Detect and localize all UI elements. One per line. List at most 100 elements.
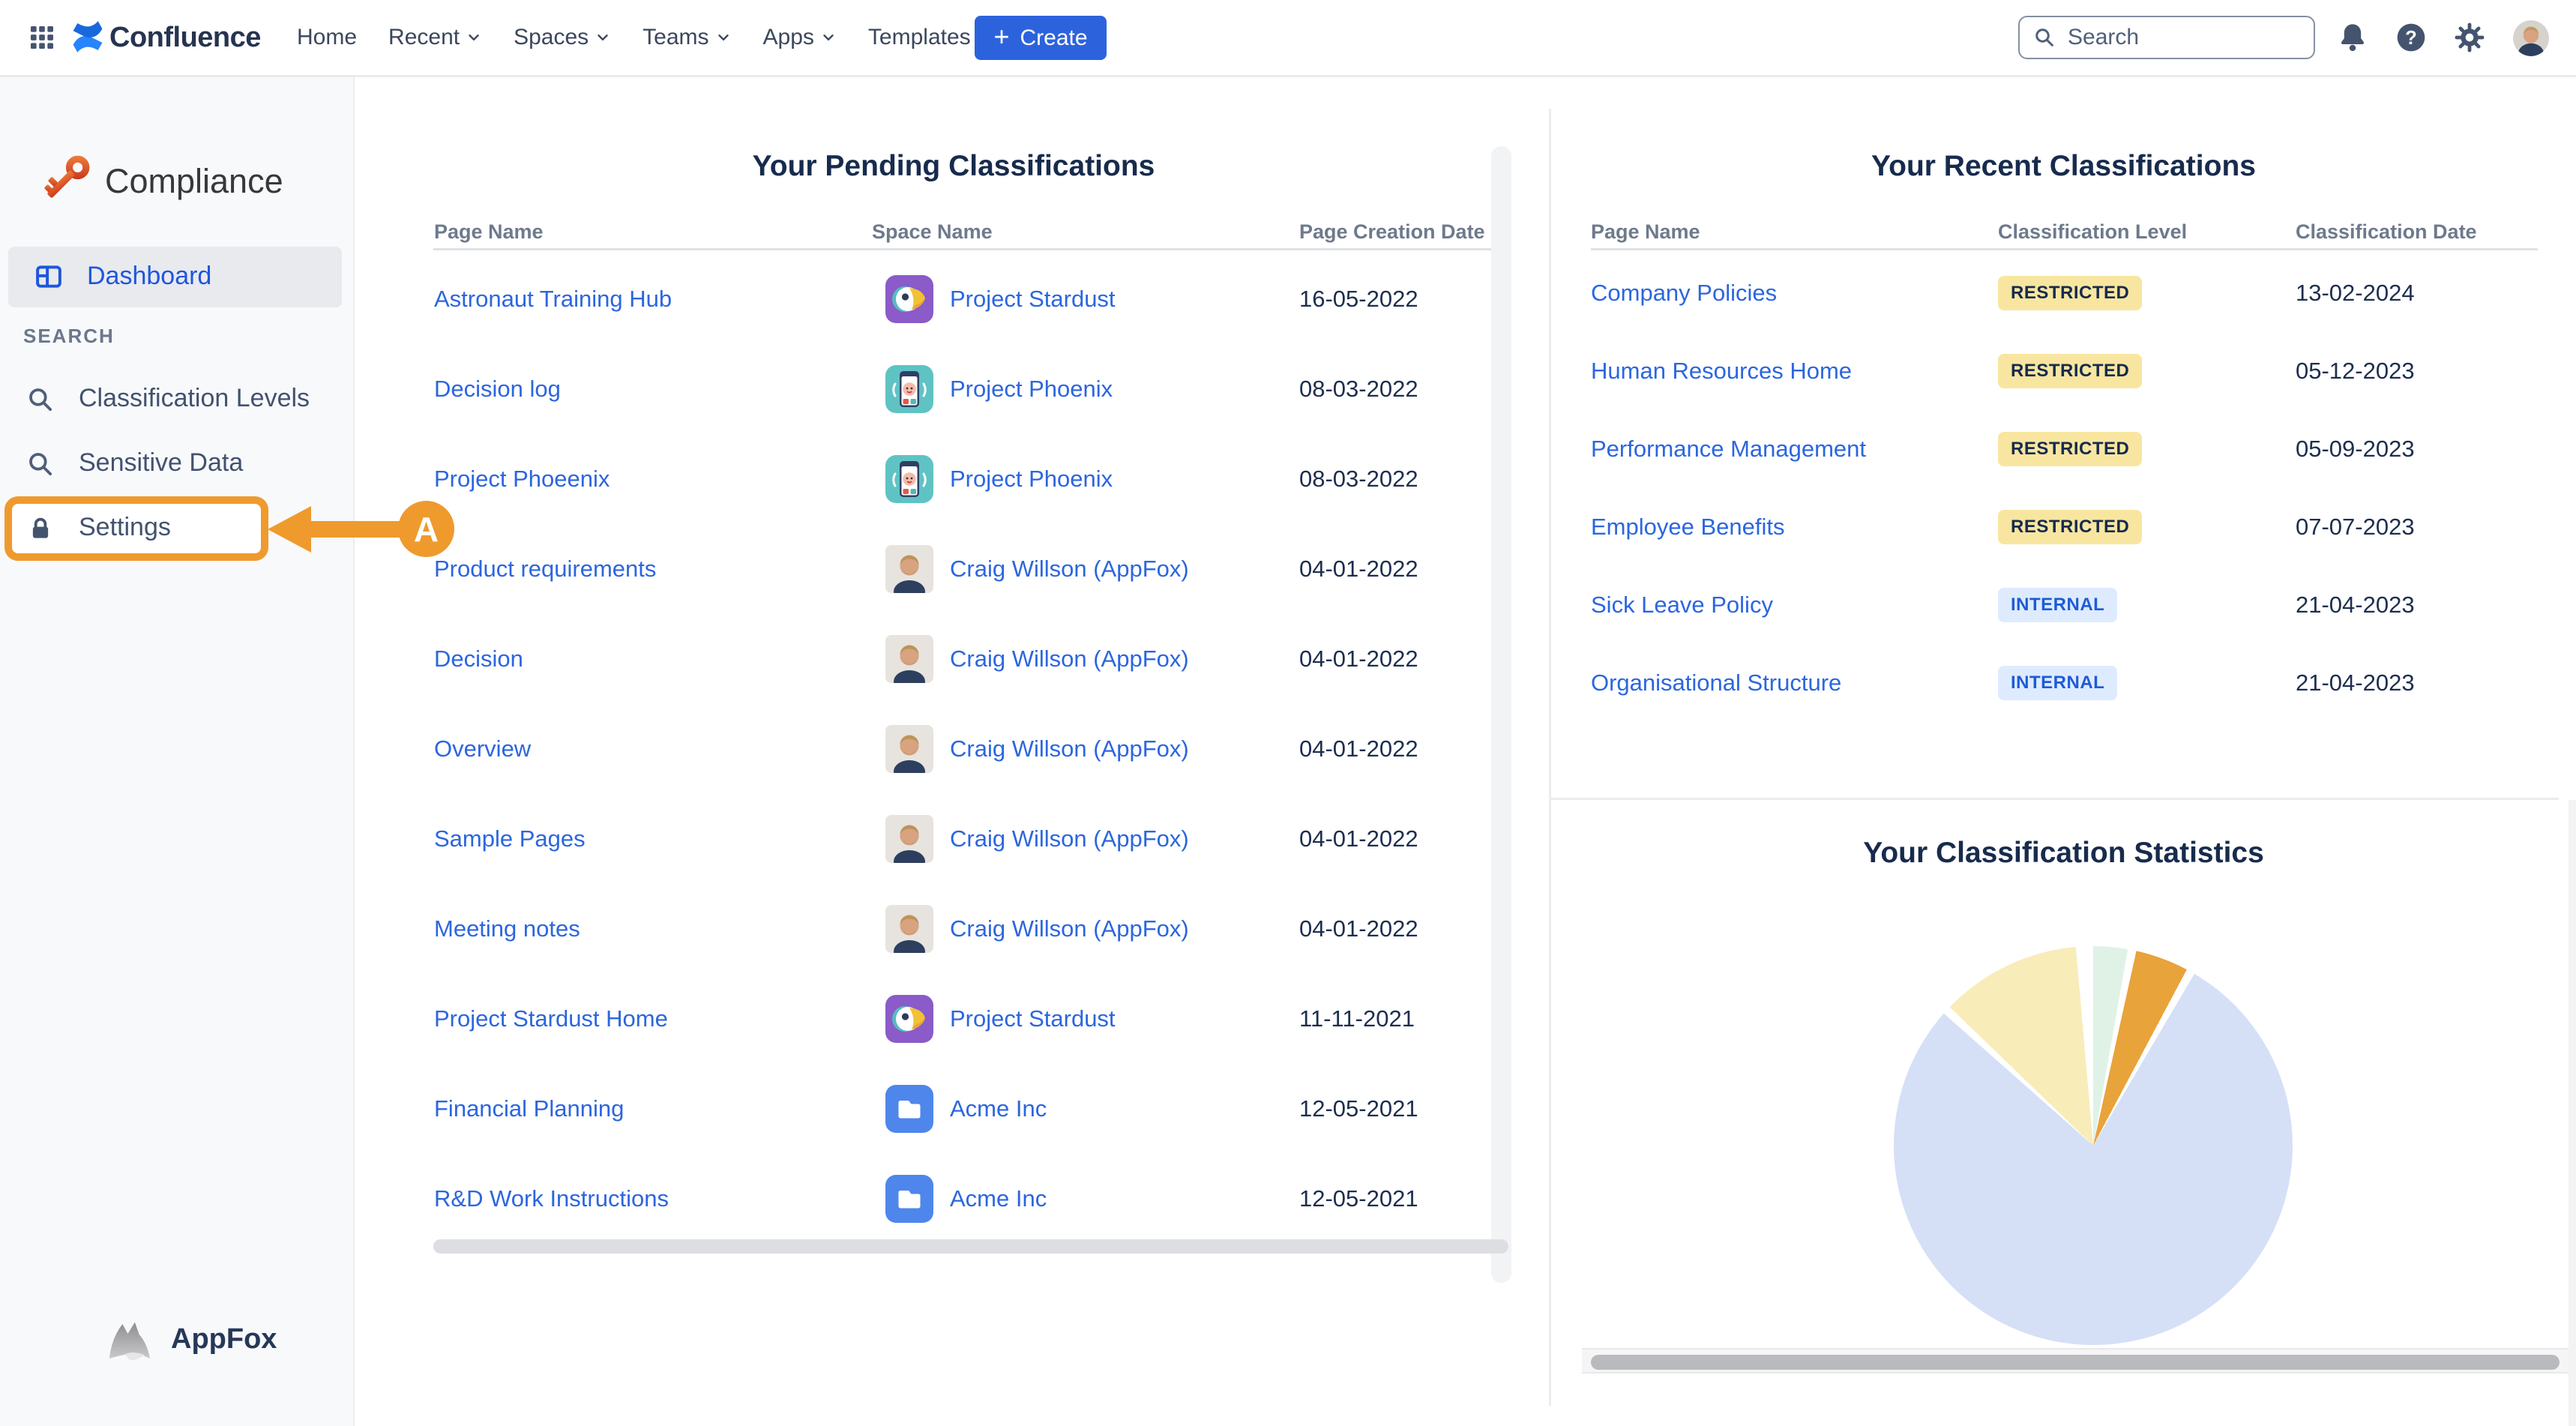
sidebar-item-classification-levels[interactable]: Classification Levels [0,384,355,414]
sidebar-item-label: Sensitive Data [79,448,244,477]
help-icon[interactable] [2395,21,2428,54]
horizontal-scrollbar[interactable] [433,1239,1508,1254]
search-icon [2033,26,2056,49]
page-link[interactable]: Human Resources Home [1591,358,1853,384]
primary-nav: Home Recent Spaces Teams Apps Templates [297,0,971,75]
classification-badge: RESTRICTED [1998,276,2143,310]
table-row: Organisational Structure INTERNAL 21-04-… [0,644,2576,722]
table-row: Meeting notes Craig Willson (AppFox) 04-… [0,884,1551,974]
page-link[interactable]: Astronaut Training Hub [434,286,672,312]
page-creation-date: 08-03-2022 [1299,466,1418,492]
statistics-panel-title: Your Classification Statistics [1863,837,2264,869]
create-button[interactable]: + Create [975,16,1107,60]
space-link[interactable]: Craig Willson (AppFox) [950,646,1189,672]
table-row: Project Stardust Home Project Stardust 1… [0,974,1551,1064]
page-link[interactable]: Performance Management [1591,436,1867,462]
page-link[interactable]: Sick Leave Policy [1591,592,1773,618]
space-avatar-user [885,905,933,953]
space-avatar-user [885,725,933,773]
sidebar-item-label: Classification Levels [79,384,310,412]
search-field[interactable] [2018,16,2315,59]
classification-date: 05-09-2023 [2296,436,2415,462]
settings-gear-icon[interactable] [2453,21,2486,54]
horizontal-scrollbar-thumb[interactable] [1591,1355,2560,1370]
appfox-brand: AppFox [102,1314,277,1364]
annotation-arrow-shaft [306,521,405,538]
space-link[interactable]: Project Phoenix [950,376,1113,402]
panel-divider-horizontal [1551,798,2559,800]
sidebar-item-dashboard[interactable]: Dashboard [8,247,342,307]
vertical-scrollbar-track[interactable] [2569,800,2576,1426]
page-creation-date: 04-01-2022 [1299,735,1418,762]
page-link[interactable]: Product requirements [434,556,657,582]
confluence-logo-text[interactable]: Confluence [109,21,261,53]
page-link[interactable]: Project Phoeenix [434,466,610,492]
sidebar-section-search: SEARCH [23,325,115,347]
table-row: R&D Work Instructions Acme Inc 12-05-202… [0,1154,1551,1244]
page-link[interactable]: Project Stardust Home [434,1005,668,1032]
space-avatar-stardust [885,995,933,1043]
panel-divider-vertical [1549,109,1551,1406]
sidebar-item-settings[interactable]: Settings [0,513,355,543]
page-link[interactable]: Financial Planning [434,1095,625,1122]
page-link[interactable]: Organisational Structure [1591,670,1842,696]
page-link[interactable]: Sample Pages [434,825,586,852]
sidebar-item-label: Dashboard [87,262,212,290]
space-link[interactable]: Craig Willson (AppFox) [950,556,1189,582]
apps-grid-icon[interactable] [27,22,57,52]
fox-icon [102,1314,159,1364]
classification-badge: RESTRICTED [1998,510,2143,544]
chevron-down-icon [820,29,837,46]
user-avatar[interactable] [2513,20,2549,56]
table-row: Project Phoeenix Project Phoenix 08-03-2… [0,434,1551,524]
page-link[interactable]: Decision [434,646,523,672]
space-avatar-user [885,815,933,863]
chevron-down-icon [595,29,611,46]
space-link[interactable]: Craig Willson (AppFox) [950,735,1189,762]
page-link[interactable]: R&D Work Instructions [434,1185,669,1212]
sidebar-item-sensitive-data[interactable]: Sensitive Data [0,448,355,478]
nav-item-templates[interactable]: Templates [867,25,971,49]
page-link[interactable]: Employee Benefits [1591,514,1785,540]
nav-item-home[interactable]: Home [297,25,358,49]
page-link[interactable]: Company Policies [1591,280,1778,306]
nav-item-spaces[interactable]: Spaces [514,25,611,50]
table-row: Company Policies RESTRICTED 13-02-2024 [0,254,2576,332]
page-link[interactable]: Overview [434,735,532,762]
confluence-logo-icon[interactable] [70,19,105,54]
page-link[interactable]: Decision log [434,376,561,402]
space-link[interactable]: Acme Inc [950,1185,1047,1212]
column-header-page-name: Page Name [1591,220,1700,243]
table-row: Financial Planning Acme Inc 12-05-2021 [0,1064,1551,1154]
table-row: Performance Management RESTRICTED 05-09-… [0,410,2576,488]
page-creation-date: 12-05-2021 [1299,1185,1418,1212]
space-link[interactable]: Project Stardust [950,1005,1116,1032]
space-link[interactable]: Craig Willson (AppFox) [950,915,1189,942]
page-creation-date: 08-03-2022 [1299,376,1418,402]
column-header-space-name: Space Name [872,220,993,243]
plus-icon: + [993,21,1010,52]
classification-badge: RESTRICTED [1998,354,2143,388]
nav-item-apps[interactable]: Apps [763,25,837,50]
search-input[interactable] [2066,24,2279,51]
space-link[interactable]: Project Stardust [950,286,1116,312]
classification-date: 07-07-2023 [2296,514,2415,540]
page-creation-date: 16-05-2022 [1299,286,1418,312]
notifications-bell-icon[interactable] [2336,21,2369,54]
top-navbar: Confluence Home Recent Spaces Teams Apps… [0,0,2576,77]
sidebar-item-label: Settings [79,513,171,541]
classification-date: 13-02-2024 [2296,280,2415,306]
nav-item-teams[interactable]: Teams [643,25,731,50]
key-icon [33,143,96,218]
nav-item-recent[interactable]: Recent [388,25,482,50]
vertical-scrollbar[interactable] [1491,146,1511,1283]
page-creation-date: 04-01-2022 [1299,825,1418,852]
space-link[interactable]: Acme Inc [950,1095,1047,1122]
classification-pie-chart [1894,946,2293,1345]
table-row: Sample Pages Craig Willson (AppFox) 04-0… [0,794,1551,884]
settings-highlight-box [4,496,268,561]
table-row: Overview Craig Willson (AppFox) 04-01-20… [0,704,1551,794]
space-link[interactable]: Craig Willson (AppFox) [950,825,1189,852]
space-link[interactable]: Project Phoenix [950,466,1113,492]
page-link[interactable]: Meeting notes [434,915,580,942]
